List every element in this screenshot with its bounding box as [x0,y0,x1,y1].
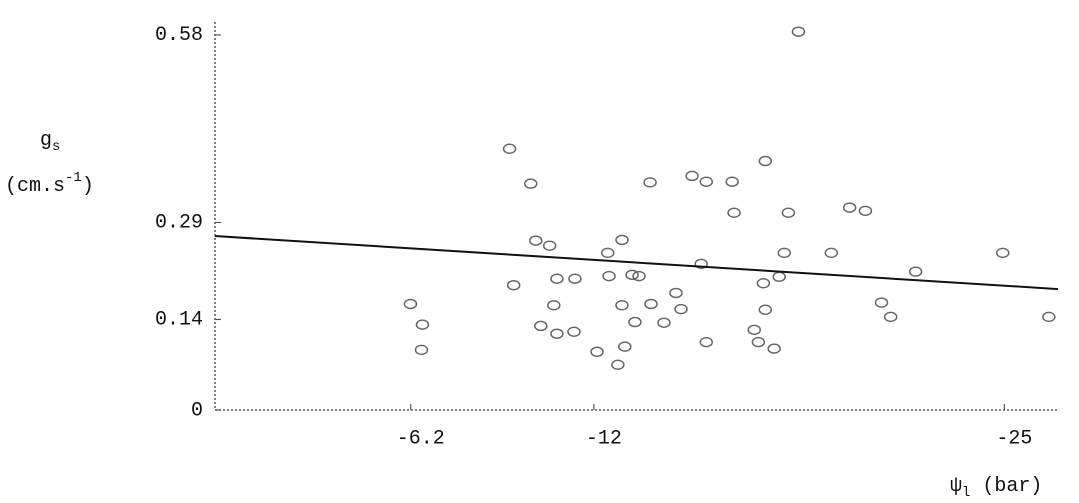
point [415,345,427,354]
point [700,338,712,347]
point [619,342,631,351]
point [748,325,760,334]
point [530,236,542,245]
x-tick-label: -25 [996,427,1032,450]
point [759,157,771,166]
point [569,274,581,283]
point [525,179,537,188]
y-tick-label: 0.29 [155,212,203,235]
point [602,248,614,257]
point [508,281,520,290]
point [612,360,624,369]
point [603,272,615,281]
point [644,178,656,187]
point [997,248,1009,257]
point [535,321,547,330]
point [726,177,738,186]
x-tick-label: -12 [586,427,622,450]
point [658,318,670,327]
point [782,208,794,217]
point [759,305,771,314]
y-tick-label: 0 [191,399,203,422]
x-tick-label: -6.2 [397,427,445,450]
point [645,299,657,308]
point [504,144,516,153]
y-axis-unit: (cm.s-1) [5,170,94,199]
point [876,298,888,307]
trend-line [215,236,1058,289]
point [616,235,628,244]
point [616,301,628,310]
point [825,248,837,257]
point [416,320,428,329]
y-tick-label: 0.58 [155,24,203,47]
point [757,279,769,288]
x-axis-label: ψl(bar) [950,475,1042,500]
point [548,301,560,310]
point [544,241,556,250]
point [551,274,563,283]
point [670,288,682,297]
point [792,27,804,36]
point [773,272,785,281]
point [633,272,645,281]
point [910,267,922,276]
point [591,347,603,356]
point [885,312,897,321]
point [859,206,871,215]
point [675,305,687,314]
point [700,177,712,186]
point [404,299,416,308]
y-axis-label: gs [40,129,60,154]
point [629,318,641,327]
point [752,338,764,347]
y-tick-label: 0.14 [155,309,203,332]
point [778,248,790,257]
point [568,327,580,336]
point [728,208,740,217]
point [551,329,563,338]
point [686,171,698,180]
chart: gs (cm.s-1) ψl(bar) 0 0.14 0.29 0.58 -6.2 -12… [0,0,1079,503]
point [844,203,856,212]
point [768,344,780,353]
point [1043,312,1055,321]
